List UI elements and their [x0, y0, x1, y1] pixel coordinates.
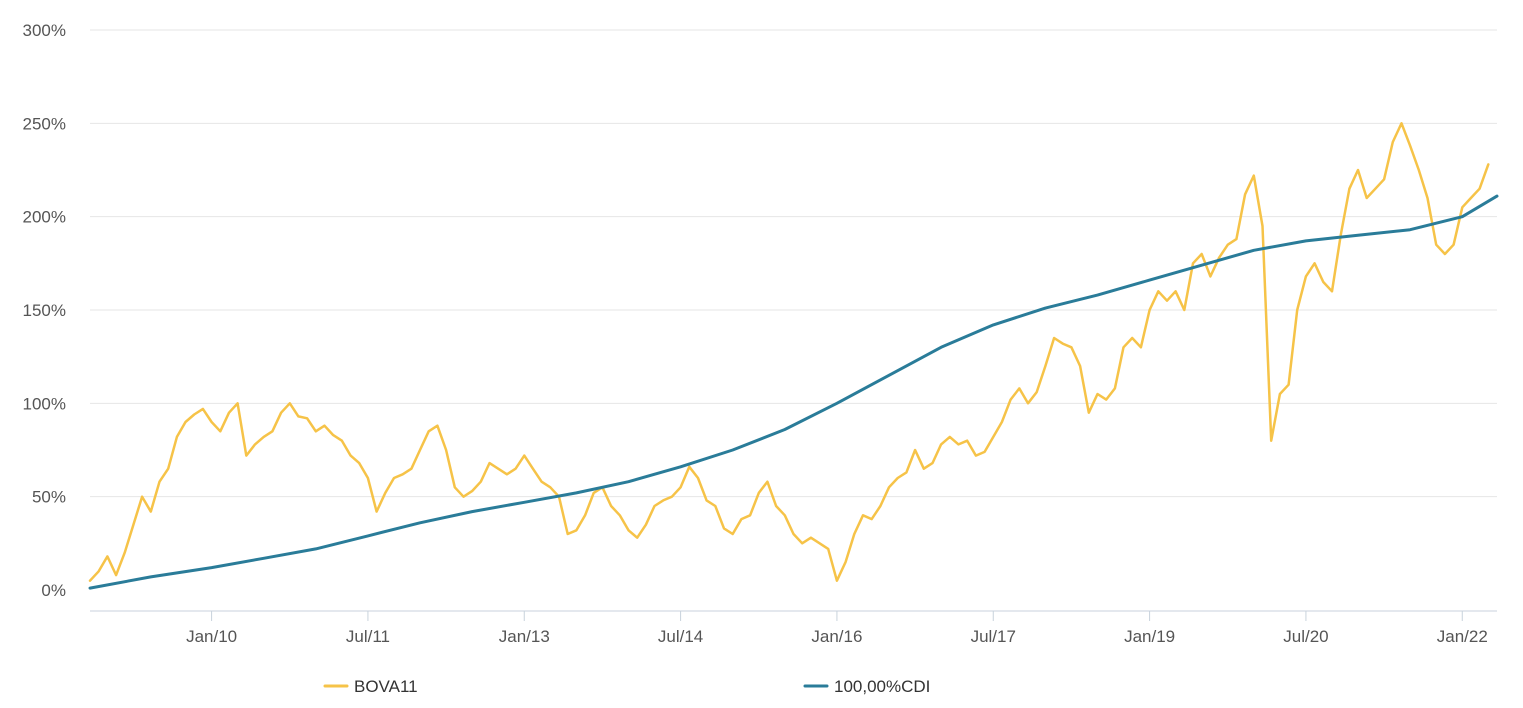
x-tick-label: Jan/13 — [499, 627, 550, 646]
series-line-bova11 — [88, 122, 1490, 582]
legend-label: BOVA11 — [354, 677, 418, 696]
x-axis: Jan/10 Jul/11 Jan/13 Jul/14 Jan/16 Jul/17 Jan/… — [90, 610, 1497, 646]
x-tick-label: Jan/16 — [811, 627, 862, 646]
x-tick-label: Jul/20 — [1283, 627, 1328, 646]
y-tick-label: 300% — [23, 21, 66, 40]
legend[interactable]: BOVA11 100,00%CDI — [323, 677, 930, 696]
y-tick-label: 0% — [41, 581, 66, 600]
x-tick-label: Jan/19 — [1124, 627, 1175, 646]
x-tick-label: Jul/11 — [346, 627, 390, 646]
y-tick-label: 50% — [32, 488, 66, 507]
x-tick-label: Jul/14 — [658, 627, 703, 646]
grid-lines — [90, 29, 1497, 498]
x-tick-label: Jul/17 — [971, 627, 1016, 646]
legend-label: 100,00%CDI — [834, 677, 930, 696]
x-tick-label: Jan/10 — [186, 627, 237, 646]
legend-item-cdi[interactable]: 100,00%CDI — [803, 677, 930, 696]
y-tick-label: 250% — [23, 114, 66, 133]
series-line-cdi — [88, 194, 1499, 590]
legend-item-bova11[interactable]: BOVA11 — [323, 677, 418, 696]
y-tick-label: 200% — [23, 208, 66, 227]
y-tick-label: 100% — [23, 394, 66, 413]
x-tick-label: Jan/22 — [1437, 627, 1488, 646]
series-lines — [88, 122, 1499, 590]
y-tick-label: 150% — [23, 301, 66, 320]
y-axis-labels: 0% 50% 100% 150% 200% 250% 300% — [23, 21, 66, 600]
